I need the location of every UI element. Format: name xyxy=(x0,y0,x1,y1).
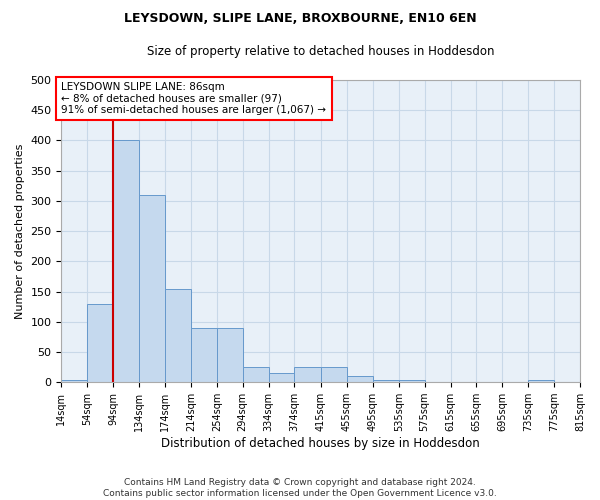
Title: Size of property relative to detached houses in Hoddesdon: Size of property relative to detached ho… xyxy=(147,45,494,58)
Bar xyxy=(528,380,554,382)
Bar xyxy=(373,380,399,382)
Bar xyxy=(321,367,347,382)
Y-axis label: Number of detached properties: Number of detached properties xyxy=(15,144,25,319)
Bar xyxy=(269,373,295,382)
Bar xyxy=(242,367,269,382)
Bar xyxy=(217,328,242,382)
Bar xyxy=(88,304,113,382)
Text: LEYSDOWN SLIPE LANE: 86sqm
← 8% of detached houses are smaller (97)
91% of semi-: LEYSDOWN SLIPE LANE: 86sqm ← 8% of detac… xyxy=(61,82,326,115)
Text: Contains HM Land Registry data © Crown copyright and database right 2024.
Contai: Contains HM Land Registry data © Crown c… xyxy=(103,478,497,498)
Text: LEYSDOWN, SLIPE LANE, BROXBOURNE, EN10 6EN: LEYSDOWN, SLIPE LANE, BROXBOURNE, EN10 6… xyxy=(124,12,476,26)
Bar xyxy=(61,380,88,382)
Bar xyxy=(295,367,321,382)
Bar xyxy=(113,140,139,382)
X-axis label: Distribution of detached houses by size in Hoddesdon: Distribution of detached houses by size … xyxy=(161,437,480,450)
Bar xyxy=(139,195,165,382)
Bar xyxy=(191,328,217,382)
Bar xyxy=(165,288,191,382)
Bar xyxy=(347,376,373,382)
Bar xyxy=(399,380,425,382)
